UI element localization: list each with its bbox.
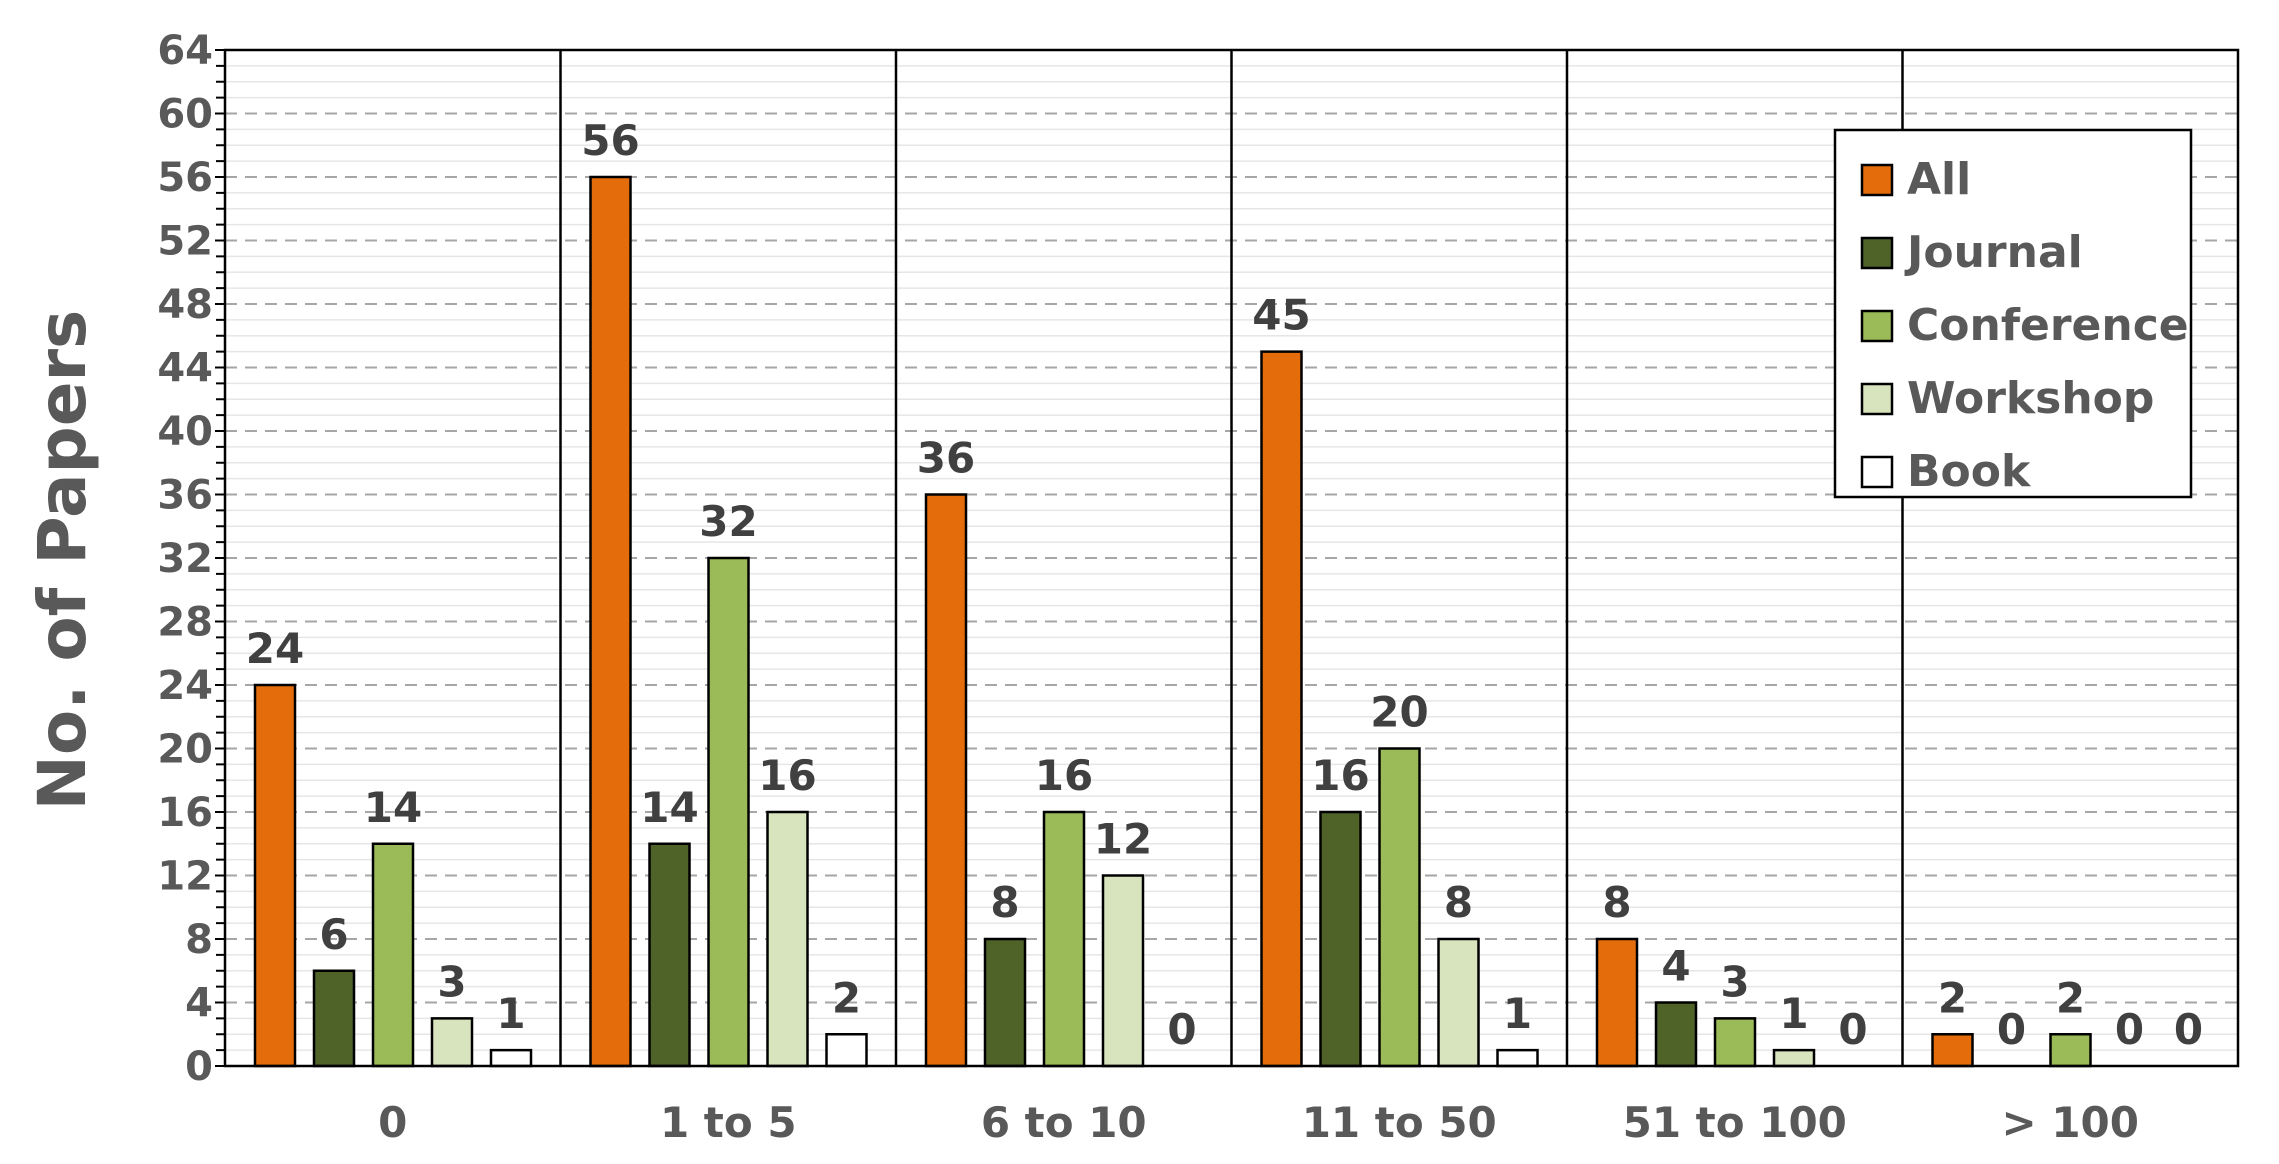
x-tick-label: 11 to 50 xyxy=(1302,1098,1497,1147)
y-tick-label: 0 xyxy=(185,1044,213,1090)
bar-journal xyxy=(1654,1001,1698,1068)
bar-all xyxy=(924,493,968,1068)
data-label: 20 xyxy=(1370,688,1428,737)
bar-conference xyxy=(1042,810,1086,1068)
legend-label: Workshop xyxy=(1907,373,2154,424)
y-tick-label: 4 xyxy=(185,981,213,1027)
y-axis-label: No. of Papers xyxy=(24,310,101,811)
legend-swatch-workshop xyxy=(1860,382,1894,416)
data-label: 1 xyxy=(496,989,525,1038)
bar-all xyxy=(1260,350,1303,1068)
y-tick-label: 48 xyxy=(157,282,213,328)
legend-label: All xyxy=(1907,154,1971,205)
bar-book xyxy=(825,1033,868,1068)
x-tick-label: 1 to 5 xyxy=(660,1098,797,1147)
bar-journal xyxy=(312,969,356,1068)
data-label: 0 xyxy=(1838,1005,1867,1054)
data-label: 36 xyxy=(917,434,975,483)
y-tick-label: 64 xyxy=(157,28,213,74)
legend-swatch-book xyxy=(1860,455,1894,489)
bar-journal xyxy=(1319,810,1362,1068)
data-label: 1 xyxy=(1503,989,1532,1038)
y-tick-label: 24 xyxy=(157,663,213,709)
y-tick-label: 28 xyxy=(157,600,213,646)
bar-workshop xyxy=(766,810,809,1068)
y-tick-label: 56 xyxy=(157,155,213,201)
bar-conference xyxy=(1378,747,1421,1068)
bar-journal xyxy=(983,937,1027,1068)
legend-label: Conference xyxy=(1907,300,2189,351)
y-tick-label: 40 xyxy=(157,409,213,455)
data-label: 3 xyxy=(437,957,466,1006)
bar-conference xyxy=(2049,1033,2092,1068)
data-label: 0 xyxy=(1997,1005,2026,1054)
data-label: 24 xyxy=(246,624,304,673)
bar-all xyxy=(1931,1033,1974,1068)
y-tick-label: 36 xyxy=(157,473,213,519)
bar-all xyxy=(589,175,632,1068)
legend-box xyxy=(1833,128,2193,499)
bar-workshop xyxy=(1772,1048,1816,1068)
y-tick-label: 32 xyxy=(157,536,213,582)
data-label: 4 xyxy=(1661,942,1690,991)
y-tick-label: 44 xyxy=(157,346,213,392)
data-label: 0 xyxy=(2115,1005,2144,1054)
y-tick-label: 16 xyxy=(157,790,213,836)
y-tick-label: 20 xyxy=(157,727,213,773)
data-label: 32 xyxy=(699,497,757,546)
data-label: 8 xyxy=(990,878,1019,927)
y-tick-label: 60 xyxy=(157,92,213,138)
data-label: 16 xyxy=(1035,751,1093,800)
x-tick-label: 0 xyxy=(378,1098,407,1147)
bar-all xyxy=(253,683,297,1068)
data-label: 16 xyxy=(1311,751,1369,800)
data-label: 12 xyxy=(1094,815,1152,864)
data-label: 8 xyxy=(1602,878,1631,927)
data-label: 8 xyxy=(1444,878,1473,927)
data-label: 2 xyxy=(2056,973,2085,1022)
data-label: 45 xyxy=(1252,291,1310,340)
data-label: 0 xyxy=(1167,1005,1196,1054)
x-tick-label: 6 to 10 xyxy=(981,1098,1147,1147)
data-label: 16 xyxy=(758,751,816,800)
bar-book xyxy=(489,1048,533,1068)
bar-workshop xyxy=(430,1017,474,1068)
bar-conference xyxy=(707,556,750,1068)
y-tick-label: 52 xyxy=(157,219,213,265)
y-tick-label: 12 xyxy=(157,854,213,900)
bar-conference xyxy=(1713,1017,1757,1068)
bar-book xyxy=(1496,1048,1539,1068)
data-label: 2 xyxy=(832,973,861,1022)
data-label: 0 xyxy=(2174,1005,2203,1054)
bar-all xyxy=(1595,937,1639,1068)
legend-label: Journal xyxy=(1904,227,2083,278)
legend-swatch-all xyxy=(1860,163,1894,197)
legend: All Journal Conference Workshop Book xyxy=(1833,128,2193,499)
bar-conference xyxy=(371,842,415,1068)
category-separators xyxy=(559,50,1904,1066)
bar-workshop xyxy=(1101,874,1145,1068)
data-label: 6 xyxy=(319,910,348,959)
legend-swatch-journal xyxy=(1860,236,1894,270)
data-label: 3 xyxy=(1720,957,1749,1006)
data-label: 56 xyxy=(581,116,639,165)
x-tick-label: 51 to 100 xyxy=(1623,1098,1847,1147)
legend-label: Book xyxy=(1907,446,2032,497)
data-label: 2 xyxy=(1938,973,1967,1022)
bar-workshop xyxy=(1437,937,1480,1068)
x-tick-label: > 100 xyxy=(2002,1098,2139,1147)
data-label: 14 xyxy=(364,783,422,832)
legend-swatch-conference xyxy=(1860,309,1894,343)
bar-journal xyxy=(648,842,691,1068)
y-tick-label: 8 xyxy=(185,917,213,963)
data-label: 14 xyxy=(640,783,698,832)
data-label: 1 xyxy=(1779,989,1808,1038)
